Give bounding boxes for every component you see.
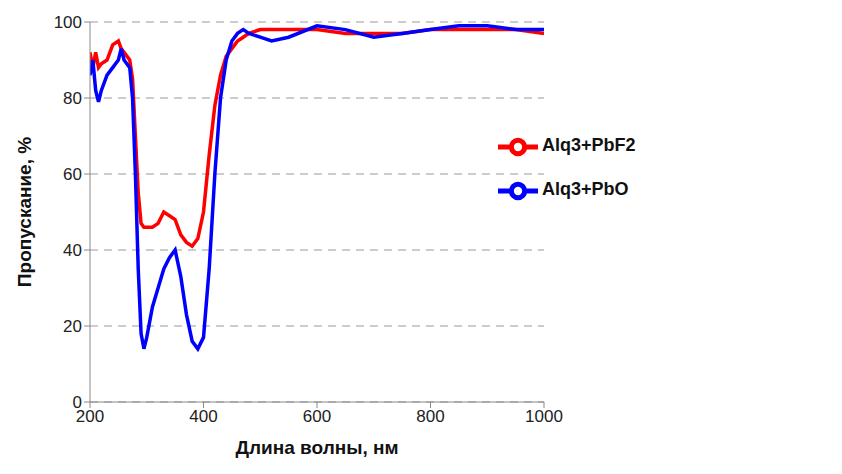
svg-text:600: 600 bbox=[303, 407, 331, 426]
svg-text:20: 20 bbox=[63, 317, 82, 336]
svg-text:60: 60 bbox=[63, 165, 82, 184]
svg-text:Пропускание, %: Пропускание, % bbox=[14, 137, 35, 287]
html-text:Alq3+PbF2: Alq3+PbF2 bbox=[542, 135, 636, 155]
svg-text:Длина волны, нм: Длина волны, нм bbox=[235, 437, 398, 458]
svg-text:800: 800 bbox=[416, 407, 444, 426]
svg-text:100: 100 bbox=[54, 13, 82, 32]
svg-text:400: 400 bbox=[189, 407, 217, 426]
svg-text:40: 40 bbox=[63, 241, 82, 260]
svg-text:0: 0 bbox=[73, 393, 82, 412]
svg-text:1000: 1000 bbox=[525, 407, 563, 426]
svg-text:200: 200 bbox=[75, 407, 105, 427]
html-text:Alq3+PbO: Alq3+PbO bbox=[542, 179, 629, 199]
svg-text:80: 80 bbox=[63, 89, 82, 108]
